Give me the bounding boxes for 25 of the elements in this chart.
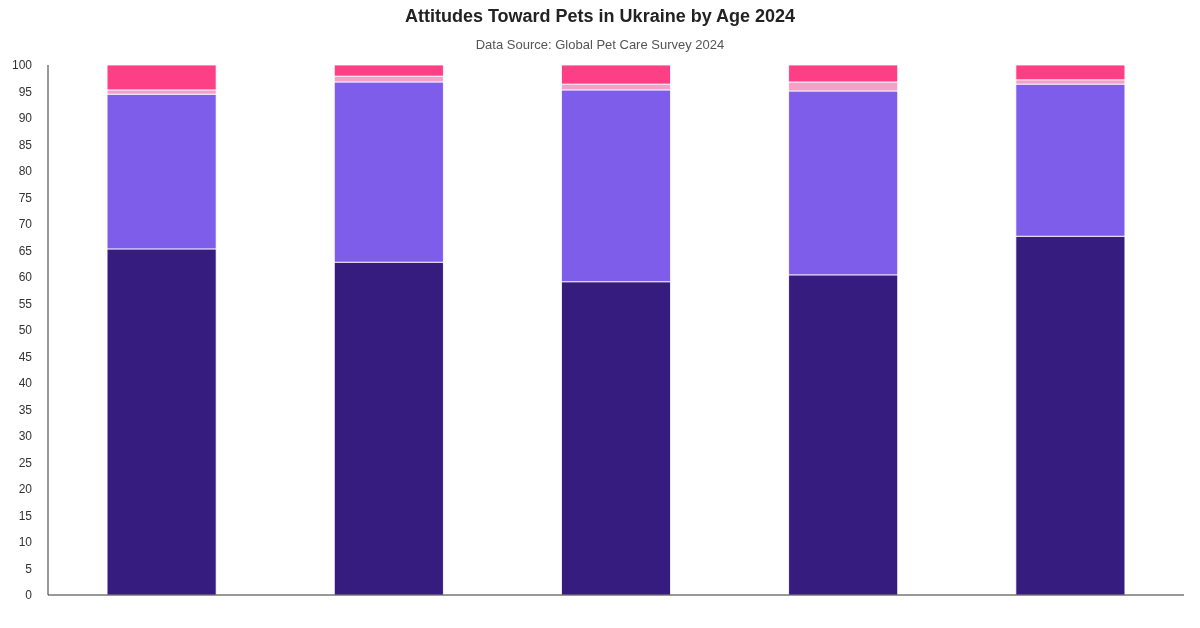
y-tick-label: 10 (18, 535, 33, 550)
y-tick-label: 40 (18, 376, 33, 391)
y-tick-label: 85 (18, 137, 33, 152)
y-tick-label: 70 (18, 217, 33, 232)
y-tick-label: 20 (18, 482, 33, 497)
y-tick-label: 25 (18, 455, 33, 470)
bar (1015, 64, 1126, 81)
y-tick-label: 75 (18, 190, 33, 205)
y-tick-label: 45 (18, 349, 33, 364)
y-tick-label: 65 (18, 243, 33, 258)
y-tick-label: 35 (18, 402, 33, 417)
y-tick-label: 60 (18, 270, 33, 285)
y-tick-label: 15 (18, 508, 33, 523)
y-tick-label: 90 (18, 111, 33, 126)
y-tick-label: 50 (18, 323, 33, 338)
y-tick-label: 0 (25, 588, 33, 603)
y-tick-label: 30 (18, 429, 33, 444)
y-tick-label: 55 (18, 296, 33, 311)
chart-title: Attitudes Toward Pets in Ukraine by Age 2024 (404, 6, 796, 26)
y-tick-label: 5 (25, 561, 33, 576)
chart-subtitle: Data Source: Global Pet Care Survey 2024 (475, 37, 725, 52)
y-tick-label: 100 (11, 58, 33, 73)
y-tick-label: 80 (18, 164, 33, 179)
bar (106, 64, 217, 91)
y-tick-label: 95 (18, 84, 33, 99)
